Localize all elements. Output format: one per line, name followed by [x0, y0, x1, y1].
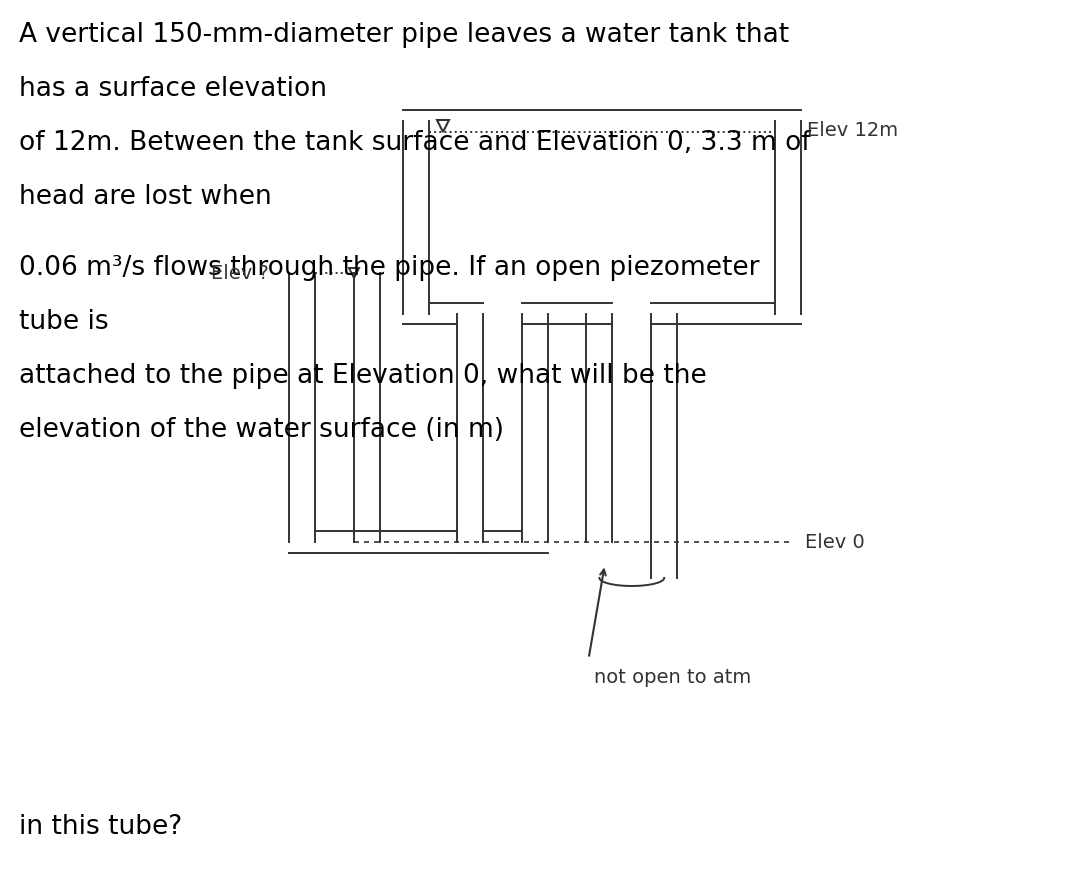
Text: tube is: tube is [19, 309, 109, 335]
Text: of 12m. Between the tank surface and Elevation 0, 3.3 m of: of 12m. Between the tank surface and Ele… [19, 130, 811, 156]
Text: in this tube?: in this tube? [19, 814, 183, 840]
Text: A vertical 150-mm-diameter pipe leaves a water tank that: A vertical 150-mm-diameter pipe leaves a… [19, 22, 789, 48]
Text: attached to the pipe at Elevation 0, what will be the: attached to the pipe at Elevation 0, wha… [19, 363, 707, 389]
Text: Elev ?: Elev ? [211, 263, 269, 283]
Text: 0.06 m³/s flows through the pipe. If an open piezometer: 0.06 m³/s flows through the pipe. If an … [19, 255, 760, 281]
Text: Elev 0: Elev 0 [805, 532, 864, 552]
Text: head are lost when: head are lost when [19, 184, 272, 210]
Text: has a surface elevation: has a surface elevation [19, 76, 327, 102]
Text: not open to atm: not open to atm [594, 668, 752, 686]
Text: elevation of the water surface (in m): elevation of the water surface (in m) [19, 417, 504, 443]
Text: Elev 12m: Elev 12m [807, 121, 897, 140]
